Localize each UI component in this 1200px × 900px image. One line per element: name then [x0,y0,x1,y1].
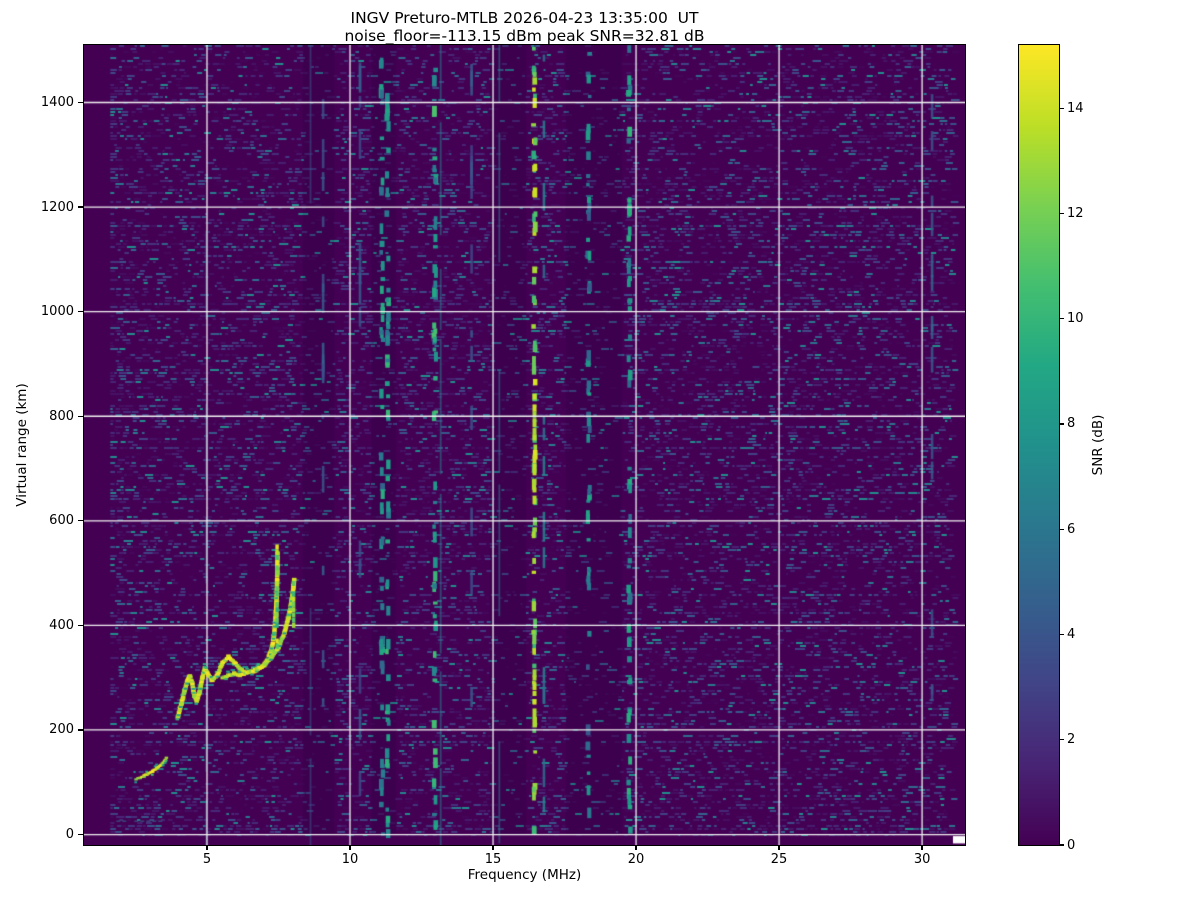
colorbar-tick-mark [1059,844,1064,846]
y-tick-mark [78,101,83,104]
colorbar-tick-mark [1059,318,1064,320]
colorbar-tick-mark [1059,739,1064,741]
colorbar-tick-label: 6 [1067,521,1076,537]
chart-title: INGV Preturo-MTLB 2026-04-23 13:35:00 UT [350,9,699,27]
y-tick-label: 400 [49,617,74,633]
x-tick-label: 25 [770,852,788,867]
colorbar-tick-mark [1059,107,1064,109]
colorbar-tick-mark [1059,528,1064,530]
colorbar-tick-mark [1059,423,1064,425]
colorbar-tick-label: 12 [1067,205,1084,221]
colorbar-tick-label: 2 [1067,732,1076,748]
x-tick-label: 10 [341,852,359,867]
x-axis-label: Frequency (MHz) [467,867,582,883]
x-tick-label: 15 [484,852,502,867]
y-tick-mark [78,833,83,836]
y-tick-label: 1200 [40,199,74,215]
y-tick-label: 800 [49,408,74,424]
y-tick-mark [78,311,83,313]
x-tick-mark [206,845,208,850]
y-tick-label: 1000 [40,304,74,320]
colorbar-label: SNR (dB) [1090,414,1106,476]
colorbar-tick-label: 8 [1067,416,1076,432]
y-tick-label: 0 [65,827,74,843]
colorbar-tick-label: 4 [1067,626,1076,642]
colorbar-tick-label: 10 [1067,311,1084,327]
y-tick-label: 1400 [40,95,74,111]
x-tick-mark [778,845,780,850]
x-tick-mark [349,845,351,850]
y-tick-mark [78,624,83,627]
x-tick-label: 30 [913,852,931,867]
x-tick-label: 20 [627,852,645,867]
x-tick-label: 5 [202,852,212,867]
colorbar-tick-label: 0 [1067,837,1076,853]
y-tick-mark [78,415,83,417]
x-tick-mark [635,845,637,850]
y-tick-mark [78,729,83,731]
title-block: INGV Preturo-MTLB 2026-04-23 13:35:00 UT… [84,9,965,45]
y-tick-label: 200 [49,722,74,738]
x-tick-mark [921,845,923,850]
y-axis-label: Virtual range (km) [14,383,30,507]
colorbar-frame [1018,44,1060,846]
y-tick-label: 600 [49,513,74,529]
y-tick-mark [78,520,83,522]
y-tick-mark [78,206,83,208]
colorbar-tick-mark [1059,633,1064,636]
chart-subtitle: noise_floor=-113.15 dBm peak SNR=32.81 d… [344,27,705,45]
colorbar-tick-label: 14 [1067,100,1084,116]
colorbar-gradient [1019,45,1059,845]
plot-area-frame [83,44,966,846]
ionogram-heatmap [84,45,965,845]
x-tick-mark [492,845,494,850]
colorbar-tick-mark [1059,212,1064,215]
